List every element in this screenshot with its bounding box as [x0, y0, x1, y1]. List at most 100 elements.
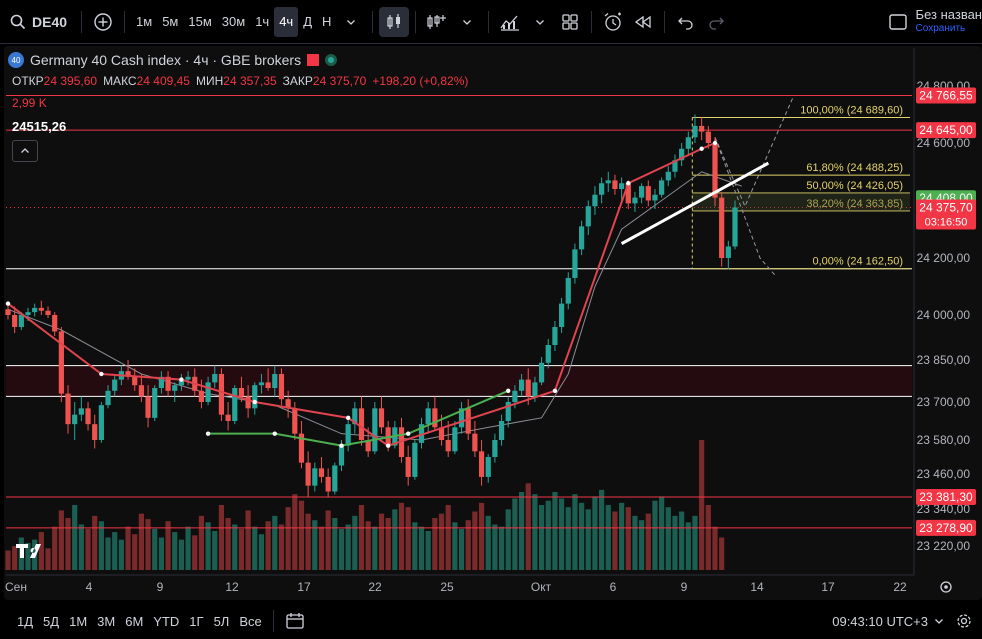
candle-body [452, 427, 458, 452]
tradingview-logo [16, 544, 41, 558]
candle-body [158, 376, 165, 388]
candle-body [679, 148, 685, 161]
x-axis-tick-label: 22 [893, 580, 907, 594]
range-all[interactable]: Все [239, 613, 262, 629]
candle-body [245, 396, 251, 409]
candle-body [432, 408, 438, 428]
open-value: 24 395,60 [43, 74, 98, 88]
candle-body [138, 385, 144, 397]
price-chart[interactable]: 100,00% (24 689,60) 61,80% (24 488,25) 50,… [0, 0, 982, 603]
flag-icon[interactable] [307, 54, 320, 66]
volume-bar [372, 526, 378, 570]
volume-bar [719, 537, 725, 570]
x-axis-tick-label: 17 [297, 580, 311, 594]
volume-bar [525, 483, 531, 570]
volume-bar [672, 515, 678, 570]
candle-body [85, 408, 91, 425]
legend-title[interactable]: Germany 40 Cash index · 4ч · GBE brokers [30, 52, 302, 68]
volume-bar [298, 500, 305, 570]
x-axis-tick-label: 12 [225, 580, 239, 594]
interval-30m[interactable]: 30м [221, 14, 246, 29]
chart-panel[interactable] [4, 46, 982, 600]
redo-button[interactable] [701, 7, 731, 37]
candle-body [312, 468, 318, 486]
save-layout-button[interactable]: Без назван Сохранить [888, 0, 982, 44]
settings-button[interactable] [956, 603, 972, 639]
alert-button[interactable] [598, 7, 628, 37]
candle-body [465, 408, 471, 434]
candle-body [112, 379, 118, 391]
layout-button[interactable] [555, 7, 585, 37]
volume-bar [352, 515, 358, 570]
compare-button[interactable] [88, 7, 118, 37]
interval-1h[interactable]: 1ч [255, 14, 270, 29]
interval-5m[interactable]: 5м [162, 14, 179, 29]
interval-dropdown[interactable] [336, 7, 366, 37]
fib-level-label: 0,00% (24 162,50) [812, 256, 903, 268]
candle-body [412, 442, 418, 477]
indicators-templates-button[interactable] [422, 7, 452, 37]
search-icon [10, 14, 26, 29]
replay-button[interactable] [628, 7, 658, 37]
zigzag-node [252, 399, 257, 405]
chart-type-dropdown[interactable] [452, 7, 482, 37]
range-1d[interactable]: 1Д [17, 613, 34, 629]
volume-bar [418, 526, 425, 570]
candle-body [512, 390, 518, 402]
candle-body [485, 457, 491, 477]
volume-bar [25, 542, 31, 570]
volume-bar [378, 513, 385, 570]
volume-bar [518, 492, 525, 570]
save-hint: Сохранить [915, 23, 966, 34]
goto-date-button[interactable] [280, 606, 310, 636]
candle-body [572, 249, 578, 278]
volume-bar [245, 510, 251, 570]
interval-1m[interactable]: 1м [136, 14, 153, 29]
gear-icon [957, 614, 971, 628]
volume-bar [85, 528, 91, 570]
range-ytd[interactable]: YTD [153, 613, 180, 629]
candle-body [405, 457, 411, 477]
fib-level-label: 38,20% (24 363,85) [806, 198, 903, 210]
volume-bar [492, 524, 498, 570]
range-1m[interactable]: 1М [69, 613, 88, 629]
fib-level-label: 61,80% (24 488,25) [806, 162, 903, 174]
candles-type-button[interactable] [379, 6, 410, 37]
candle-body [505, 402, 511, 421]
range-5y[interactable]: 5Л [213, 613, 230, 629]
market-status-icon[interactable] [325, 54, 338, 66]
volume-bar [458, 528, 465, 570]
grid-layout-icon [562, 13, 579, 30]
price-tag [916, 87, 976, 104]
candle-body [345, 424, 351, 446]
calendar-icon [286, 613, 304, 629]
indicators-dropdown[interactable] [525, 7, 555, 37]
candle-body [318, 468, 325, 477]
candle-body [285, 399, 291, 409]
undo-button[interactable] [671, 7, 701, 37]
collapse-legend-button[interactable] [12, 140, 38, 162]
interval-week[interactable]: Н [322, 14, 332, 29]
volume-bar [632, 515, 638, 570]
interval-day[interactable]: Д [303, 14, 313, 29]
volume-bar [465, 520, 471, 570]
volume-bar [619, 502, 625, 570]
range-3m[interactable]: 3М [97, 613, 116, 629]
interval-15m[interactable]: 15м [188, 14, 212, 29]
zigzag-node [405, 431, 411, 436]
volume-bar [578, 502, 585, 570]
divider [272, 610, 274, 632]
x-axis-tick-label: 14 [750, 580, 764, 594]
divider [372, 10, 374, 33]
x-axis-tick-label: 6 [610, 580, 617, 594]
fib-zone [692, 193, 910, 211]
x-axis-tick-label: 4 [86, 580, 93, 594]
volume-bar [572, 494, 578, 570]
interval-4h[interactable]: 4ч [274, 6, 299, 37]
symbol-search[interactable]: DE40 [0, 7, 75, 37]
range-1y[interactable]: 1Г [189, 613, 204, 629]
indicators-button[interactable] [495, 7, 525, 37]
range-5d[interactable]: 5Д [43, 613, 60, 629]
range-6m[interactable]: 6М [125, 613, 144, 629]
clock[interactable]: 09:43:10 UTC+3 [832, 603, 944, 639]
